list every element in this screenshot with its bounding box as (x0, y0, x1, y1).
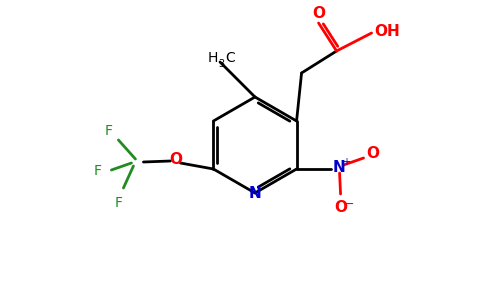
Text: O: O (312, 7, 325, 22)
Text: F: F (114, 196, 122, 210)
Text: C: C (225, 51, 235, 65)
Text: N: N (249, 185, 261, 200)
Text: F: F (105, 124, 112, 138)
Text: O: O (366, 146, 379, 160)
Text: OH: OH (375, 23, 400, 38)
Text: O: O (169, 152, 182, 166)
Text: 3: 3 (218, 59, 224, 69)
Text: −: − (343, 197, 354, 211)
Text: H: H (208, 51, 218, 65)
Text: N: N (332, 160, 345, 175)
Text: F: F (93, 164, 102, 178)
Text: O: O (334, 200, 347, 214)
Text: +: + (342, 157, 349, 167)
